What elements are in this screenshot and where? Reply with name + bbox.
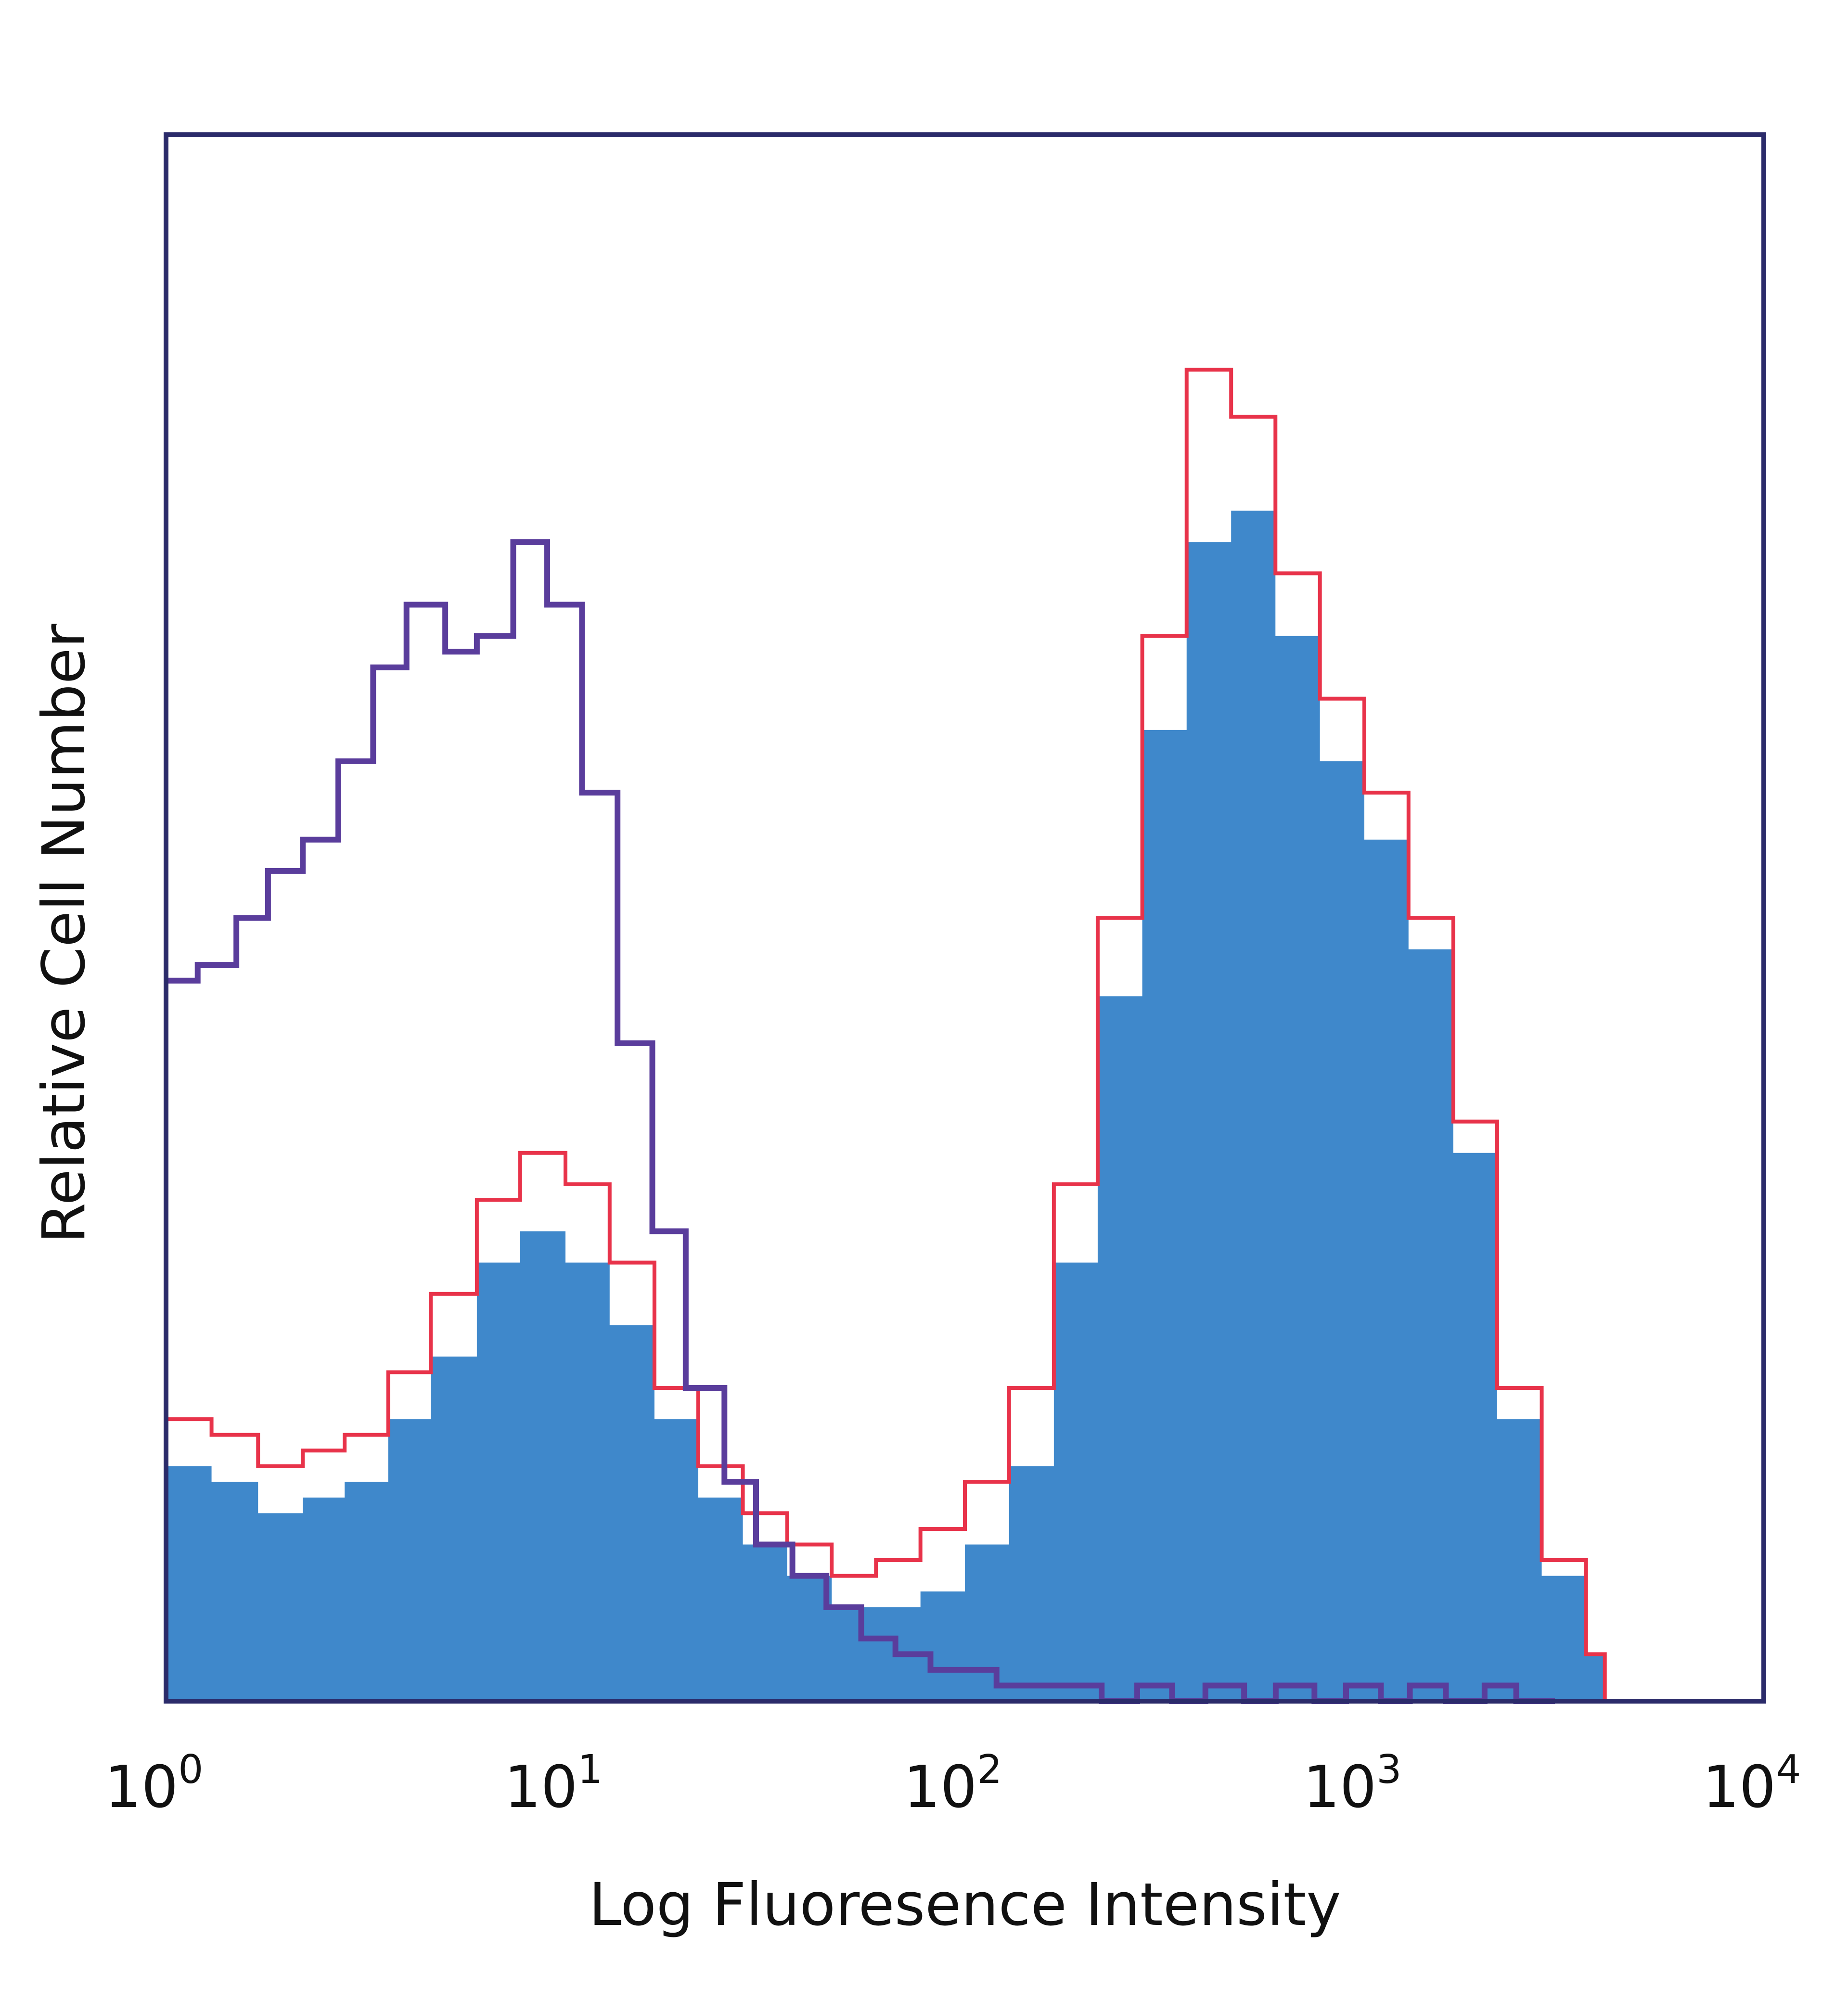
series-1-outline-histogram [166,368,1607,1701]
x-tick-label: 101 [504,1747,603,1821]
x-tick-label: 103 [1303,1747,1402,1821]
y-axis-title: Relative Cell Number [30,623,98,1244]
x-tick-label: 102 [904,1747,1002,1821]
x-tick-label: 100 [105,1747,204,1821]
series-0-filled-histogram [166,511,1605,1701]
x-tick-label: 104 [1703,1747,1801,1821]
x-axis-title: Log Fluoresence Intensity [589,1871,1341,1939]
plot-frame [164,132,1766,1704]
x-tick-labels: 100 101 102 103 104 [105,1747,1801,1821]
series-layer [166,368,1607,1704]
